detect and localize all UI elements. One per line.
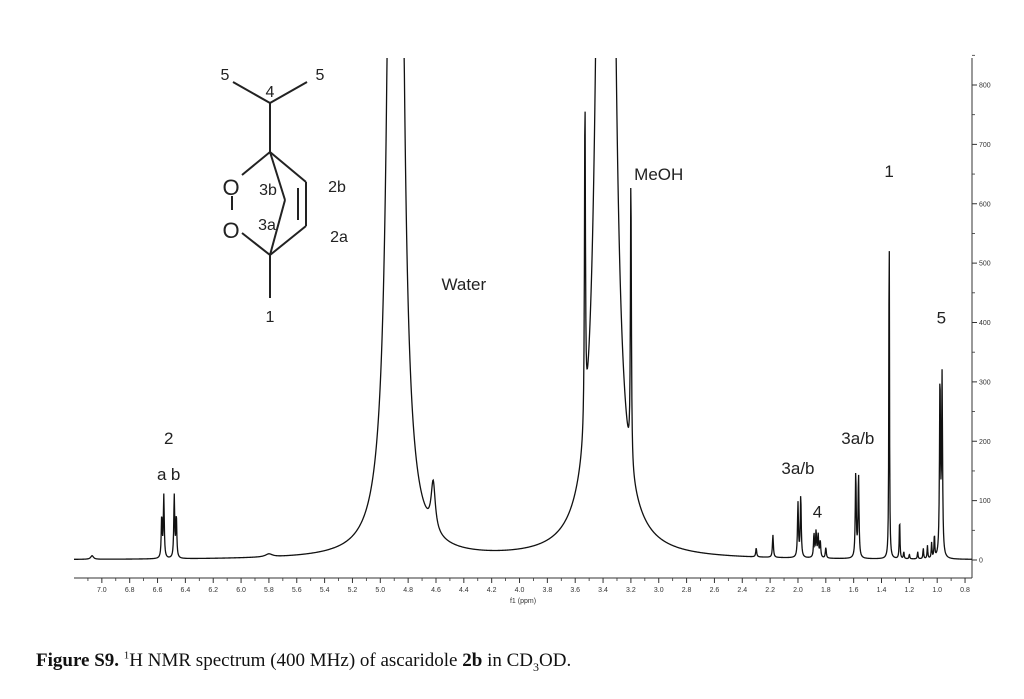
x-tick-label: 3.6	[570, 587, 580, 594]
x-tick-label: 3.0	[654, 587, 664, 594]
y-tick-label: 0	[979, 558, 983, 565]
peak-annotation: b	[171, 465, 180, 484]
x-tick-label: 3.2	[626, 587, 636, 594]
y-tick-label: 700	[979, 142, 991, 149]
x-tick-label: 1.4	[877, 587, 887, 594]
x-tick-label: 2.6	[710, 587, 720, 594]
x-tick-label: 2.4	[737, 587, 747, 594]
x-tick-label: 5.8	[264, 587, 274, 594]
x-tick-label: 6.2	[208, 587, 218, 594]
x-tick-label: 1.2	[904, 587, 914, 594]
structure-label: 5	[316, 67, 325, 84]
x-tick-label: 0.8	[960, 587, 970, 594]
x-tick-label: 5.0	[375, 587, 385, 594]
y-tick-group: 0 100 200 300 400 500 600 700 800	[972, 54, 991, 565]
x-tick-label: 6.4	[181, 587, 191, 594]
structure-label: O	[222, 175, 239, 200]
peak-annotation: 3a/b	[841, 429, 874, 448]
x-tick-label: 1.6	[849, 587, 859, 594]
x-axis-label: f1 (ppm)	[510, 598, 536, 605]
structure-label: 2b	[328, 179, 346, 196]
x-tick-label: 2.8	[682, 587, 692, 594]
peak-annotation: 2	[164, 429, 173, 448]
y-tick-label: 500	[979, 261, 991, 268]
x-tick-label: 5.6	[292, 587, 302, 594]
x-tick-label: 4.2	[487, 587, 497, 594]
structure-label: O	[222, 218, 239, 243]
structure-label: 3a	[258, 217, 276, 234]
y-tick-label: 300	[979, 379, 991, 386]
x-tick-label: 1.8	[821, 587, 831, 594]
caption-compound: 2b	[462, 650, 483, 671]
peak-annotation: 4	[813, 502, 822, 521]
spectrum-trace	[74, 58, 972, 560]
y-tick-label: 100	[979, 498, 991, 505]
x-tick-label: 4.0	[515, 587, 525, 594]
caption-text: H NMR spectrum (400 MHz) of ascaridole	[129, 650, 463, 671]
figure-caption: Figure S9. 1H NMR spectrum (400 MHz) of …	[36, 650, 996, 678]
x-tick-label: 6.0	[236, 587, 246, 594]
peak-annotation: MeOH	[634, 165, 683, 184]
structure-label: 5	[221, 67, 230, 84]
x-tick-label: 5.4	[320, 587, 330, 594]
x-tick-label: 2.0	[793, 587, 803, 594]
structure-label: 4	[266, 84, 275, 101]
x-tick-label: 4.4	[459, 587, 469, 594]
structure-label: 2a	[330, 229, 348, 246]
peak-annotation: 5	[937, 309, 946, 328]
x-tick-label: 3.4	[598, 587, 608, 594]
y-tick-label: 800	[979, 83, 991, 90]
x-tick-group: 7.0 6.8 6.6 6.4 6.2 6.0 5.8 5.6 5.4 5.2 5.0 4.8 4.6 4…	[87, 578, 970, 594]
y-tick-label: 200	[979, 439, 991, 446]
structure-label: 3b	[259, 182, 277, 199]
ascaridole-structure	[231, 81, 308, 298]
y-tick-label: 400	[979, 320, 991, 327]
x-tick-label: 4.6	[431, 587, 441, 594]
caption-text-2: in CD	[482, 650, 534, 671]
caption-text-3: OD.	[539, 650, 572, 671]
peak-annotation: 3a/b	[781, 459, 814, 478]
caption-sub: 3	[533, 659, 540, 674]
structure-labels: 5 4 5 O O 3b 3a 2b 2a 1	[221, 67, 348, 326]
structure-label: 1	[266, 309, 275, 326]
nmr-figure: 5 4 5 O O 3b 3a 2b 2a 1 7.0 6.8 6.6 6.4 6.2 6…	[74, 54, 991, 605]
x-tick-label: 6.8	[125, 587, 135, 594]
caption-label: Figure S9.	[36, 650, 120, 671]
y-tick-label: 600	[979, 201, 991, 208]
peak-annotation: a	[157, 465, 167, 484]
caption-sup: 1	[123, 649, 130, 662]
x-tick-label: 2.2	[765, 587, 775, 594]
peak-annotation: 1	[884, 162, 893, 181]
x-tick-label: 7.0	[97, 587, 107, 594]
x-tick-label: 1.0	[932, 587, 942, 594]
x-tick-label: 4.8	[403, 587, 413, 594]
peak-annotation: Water	[441, 275, 486, 294]
x-tick-label: 5.2	[348, 587, 358, 594]
x-tick-label: 6.6	[153, 587, 163, 594]
x-tick-label: 3.8	[542, 587, 552, 594]
